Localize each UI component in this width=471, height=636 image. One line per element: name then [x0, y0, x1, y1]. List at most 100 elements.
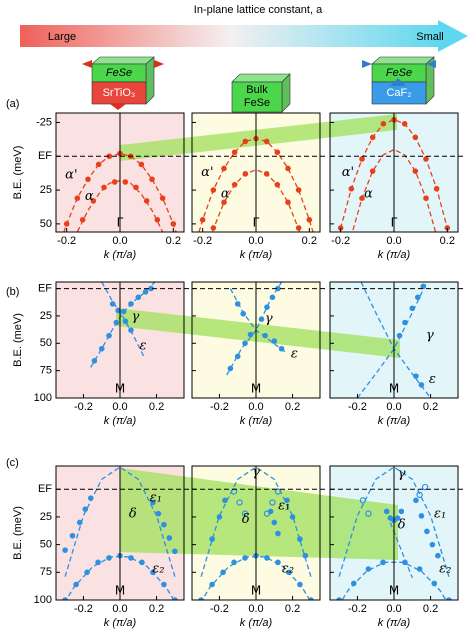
data-point	[227, 365, 234, 372]
icon-substrate-label: SrTiO₃	[103, 87, 136, 99]
data-point-hollow	[263, 510, 271, 517]
y-axis-label: B.E. (meV)	[12, 146, 24, 200]
x-tick-label: 0.2	[440, 235, 455, 247]
x-tick-label: -0.2	[193, 235, 212, 247]
panel-content	[198, 466, 314, 600]
header-title: In-plane lattice constant, a	[194, 4, 323, 16]
data-point	[128, 301, 134, 307]
data-point	[337, 225, 344, 231]
data-point	[369, 134, 376, 141]
y-tick-label: EF	[38, 483, 52, 495]
data-point	[209, 581, 215, 588]
data-point	[262, 332, 268, 339]
data-point	[286, 569, 292, 576]
data-point	[62, 597, 68, 600]
data-point	[295, 225, 302, 231]
data-point	[98, 345, 105, 352]
panel-label: (a)	[6, 98, 19, 110]
band-label: α'	[65, 167, 77, 182]
icon-film-label: FeSe	[386, 67, 412, 79]
x-axis-label: k (π/a)	[104, 415, 137, 427]
band-label: γ	[265, 312, 273, 327]
data-point	[302, 552, 309, 559]
data-point	[133, 184, 139, 191]
data-point	[418, 513, 425, 519]
x-tick-label: -0.2	[331, 235, 350, 247]
band-fit	[76, 179, 164, 232]
data-point	[69, 532, 76, 539]
x-tick-label: -0.2	[348, 603, 367, 615]
data-point	[420, 283, 427, 290]
band-fit	[101, 282, 145, 357]
data-point	[159, 195, 166, 201]
x-tick-label: -0.2	[57, 235, 76, 247]
data-point	[62, 547, 68, 553]
data-point-hollow	[421, 483, 429, 491]
data-point	[222, 497, 228, 504]
data-point	[278, 345, 285, 352]
data-point-hollow	[269, 499, 276, 506]
x-tick-label: 0.2	[285, 401, 300, 413]
x-tick-label: -0.2	[210, 603, 229, 615]
data-point	[380, 559, 386, 566]
band-label: ε₂	[152, 562, 164, 577]
y-tick-label: 25	[40, 511, 52, 523]
y-tick-label: -25	[36, 116, 52, 128]
data-point	[139, 559, 145, 566]
y-tick-label: EF	[38, 282, 52, 294]
data-point	[73, 581, 79, 588]
x-tick-label: 0.2	[285, 603, 300, 615]
data-point	[348, 185, 355, 192]
panel-frame	[191, 281, 321, 399]
data-point	[135, 294, 142, 301]
panel-frame	[55, 465, 185, 601]
panel-content	[337, 116, 451, 232]
data-point	[446, 597, 452, 600]
data-point	[199, 217, 206, 223]
data-point	[210, 187, 217, 193]
data-point	[63, 221, 70, 227]
x-axis-label: k (π/a)	[378, 249, 411, 261]
data-point	[275, 559, 281, 566]
data-point	[87, 495, 94, 501]
data-point	[242, 340, 248, 347]
data-point	[297, 536, 303, 542]
data-point	[231, 181, 238, 188]
band-label: δ	[129, 507, 137, 522]
data-point	[396, 332, 403, 339]
x-tick-label: 0.0	[248, 235, 263, 247]
data-point	[149, 176, 155, 183]
data-point	[79, 217, 86, 223]
data-point	[401, 121, 408, 127]
band-label: ε₂	[439, 562, 451, 577]
panel-label: (c)	[6, 457, 19, 469]
band-label: ε₂	[282, 562, 294, 577]
data-point	[306, 217, 313, 223]
data-point	[84, 569, 90, 576]
data-point	[258, 316, 265, 323]
data-point	[285, 199, 291, 206]
x-axis-label: k (π/a)	[104, 617, 137, 629]
data-point	[242, 555, 248, 561]
symmetry-point: M	[389, 382, 399, 396]
x-tick-label: 0.0	[386, 401, 401, 413]
panel-frame	[329, 465, 459, 601]
symmetry-point: M	[251, 382, 261, 396]
data-point	[242, 171, 249, 177]
data-point	[271, 338, 278, 344]
data-point	[247, 331, 254, 338]
x-tick-label: 0.0	[386, 235, 401, 247]
data-point	[394, 515, 401, 521]
data-point	[172, 597, 178, 600]
data-point	[106, 555, 112, 561]
data-point	[264, 555, 270, 561]
icon-substrate-label: CaF₂	[386, 87, 411, 99]
data-point	[106, 153, 113, 160]
x-axis-label: k (π/a)	[104, 249, 137, 261]
guide-band	[116, 308, 400, 358]
data-point	[82, 506, 89, 512]
x-axis-label: k (π/a)	[240, 617, 273, 629]
band-label: γ	[426, 328, 434, 343]
x-axis-label: k (π/a)	[240, 249, 273, 261]
